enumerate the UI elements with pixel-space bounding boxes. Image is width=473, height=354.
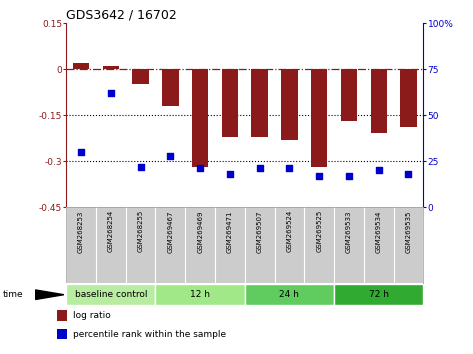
- Bar: [252, 69, 268, 137]
- Point: [405, 171, 412, 177]
- Point: [286, 166, 293, 171]
- Point: [226, 171, 234, 177]
- Bar: [57, 310, 67, 321]
- Text: GSM269467: GSM269467: [167, 210, 174, 253]
- Bar: [222, 69, 238, 137]
- Text: GSM268255: GSM268255: [138, 210, 144, 252]
- Point: [137, 164, 144, 170]
- Bar: [57, 329, 67, 339]
- Polygon shape: [35, 290, 64, 299]
- Text: GSM268254: GSM268254: [108, 210, 114, 252]
- Bar: [73, 63, 89, 69]
- Bar: [66, 284, 156, 305]
- Bar: [311, 69, 327, 167]
- Text: GSM269524: GSM269524: [287, 210, 292, 252]
- Text: GSM269471: GSM269471: [227, 210, 233, 253]
- Point: [315, 173, 323, 179]
- Bar: [162, 69, 179, 106]
- Point: [345, 173, 353, 179]
- Bar: [281, 69, 298, 139]
- Bar: [132, 69, 149, 84]
- Text: 24 h: 24 h: [280, 290, 299, 299]
- Text: GSM269533: GSM269533: [346, 210, 352, 253]
- Bar: [341, 69, 357, 121]
- Bar: [103, 66, 119, 69]
- Bar: [192, 69, 208, 167]
- Text: percentile rank within the sample: percentile rank within the sample: [73, 330, 227, 339]
- Text: GSM269534: GSM269534: [376, 210, 382, 252]
- Text: GSM269469: GSM269469: [197, 210, 203, 253]
- Text: time: time: [2, 290, 23, 299]
- Bar: [156, 284, 245, 305]
- Point: [107, 90, 114, 96]
- Text: GSM269525: GSM269525: [316, 210, 322, 252]
- Text: GDS3642 / 16702: GDS3642 / 16702: [66, 9, 177, 22]
- Point: [256, 166, 263, 171]
- Point: [196, 166, 204, 171]
- Bar: [245, 284, 334, 305]
- Bar: [370, 69, 387, 133]
- Point: [166, 153, 174, 158]
- Text: GSM269535: GSM269535: [405, 210, 412, 252]
- Text: GSM268253: GSM268253: [78, 210, 84, 252]
- Bar: [400, 69, 417, 127]
- Text: 72 h: 72 h: [368, 290, 389, 299]
- Point: [77, 149, 85, 155]
- Bar: [334, 284, 423, 305]
- Text: baseline control: baseline control: [75, 290, 147, 299]
- Text: log ratio: log ratio: [73, 311, 111, 320]
- Text: 12 h: 12 h: [190, 290, 210, 299]
- Point: [375, 167, 383, 173]
- Text: GSM269507: GSM269507: [257, 210, 263, 253]
